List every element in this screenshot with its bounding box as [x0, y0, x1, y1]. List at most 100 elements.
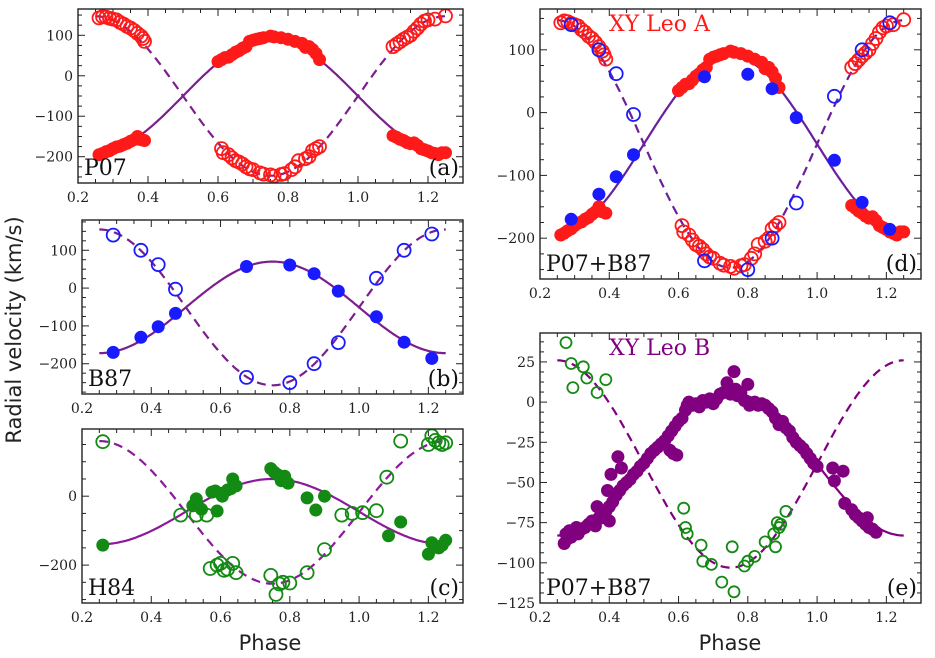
filled-point — [741, 67, 755, 81]
filled-point — [281, 476, 295, 490]
filled-point — [855, 195, 869, 209]
filled-point — [369, 310, 383, 324]
open-point — [282, 375, 298, 391]
open-point — [173, 507, 189, 523]
open-point — [275, 574, 291, 590]
open-point — [748, 550, 762, 563]
open-point — [277, 166, 292, 182]
open-point — [679, 521, 692, 534]
secondary-fit-curve — [99, 228, 446, 387]
x-tick-label: 0.4 — [137, 190, 159, 206]
open-point — [705, 558, 718, 571]
open-point — [344, 506, 360, 521]
open-point — [758, 535, 772, 549]
x-tick-label: 0.6 — [667, 286, 689, 302]
open-point — [608, 66, 624, 82]
star-label: XY Leo B — [609, 336, 710, 361]
open-point — [116, 16, 131, 32]
x-tick-label: 0.2 — [529, 286, 551, 302]
x-tick-label: 0.8 — [277, 190, 299, 206]
y-tick-label: 0 — [526, 106, 535, 122]
filled-point — [883, 222, 897, 236]
open-point — [228, 565, 244, 581]
open-point — [674, 218, 690, 234]
x-tick-label: 0.4 — [140, 610, 162, 626]
primary-fit-curve — [99, 260, 446, 355]
y-tick-label: −200 — [35, 150, 73, 166]
open-point — [680, 527, 694, 541]
filled-point — [789, 111, 803, 125]
open-point — [284, 162, 299, 178]
x-axis-title-right: Phase — [699, 631, 762, 655]
x-tick-label: 1.2 — [417, 190, 439, 206]
open-point — [769, 540, 782, 554]
open-point — [844, 60, 860, 75]
x-tick-label: 0.4 — [598, 610, 620, 626]
filled-point — [106, 345, 120, 359]
y-tick-label: 0 — [526, 395, 535, 411]
open-point — [566, 381, 580, 395]
open-point — [150, 257, 166, 273]
y-tick-label: 100 — [46, 28, 73, 44]
x-tick-label: 1.2 — [875, 610, 897, 626]
open-point — [168, 281, 183, 297]
axes-frame — [81, 219, 464, 395]
x-tick-label: 1.2 — [875, 286, 897, 302]
y-tick-label: −125 — [497, 596, 535, 612]
x-tick-label: 0.6 — [207, 190, 229, 206]
axes-frame — [77, 8, 464, 184]
open-point — [764, 230, 780, 246]
open-point — [854, 42, 870, 58]
panel-a: 0.2 0.4 0.6 0.8 1.0 1.2 100 0 −100 −200 P07 (a) — [35, 8, 464, 206]
open-point — [750, 237, 766, 252]
fit-curves — [99, 228, 446, 387]
panel-b: 0.2 0.4 0.6 0.8 1.0 1.2 100 0 −100 −200 B87 (b) — [39, 219, 464, 417]
dataset-label: P07+B87 — [546, 252, 651, 277]
ticks — [81, 429, 464, 603]
open-point — [396, 242, 412, 258]
open-point — [788, 195, 804, 211]
filled-point — [300, 491, 314, 505]
star-label: XY Leo A — [609, 12, 711, 37]
x-tick-label: 1.0 — [806, 286, 828, 302]
filled-point — [592, 187, 606, 201]
filled-point — [826, 461, 840, 475]
x-tick-label: 0.2 — [67, 190, 89, 206]
panel-letter: (a) — [429, 156, 459, 181]
x-tick-label: 1.2 — [417, 610, 439, 626]
y-tick-label: −100 — [497, 556, 535, 572]
filled-point — [627, 148, 640, 162]
x-tick-label: 0.2 — [529, 610, 551, 626]
x-tick-label: 0.6 — [209, 610, 231, 626]
filled-point — [229, 479, 243, 493]
x-tick-label: 0.6 — [667, 610, 689, 626]
open-point — [858, 45, 873, 61]
open-point — [726, 260, 742, 276]
open-point — [379, 469, 395, 485]
axes-frame — [539, 332, 922, 604]
open-point — [563, 17, 579, 33]
open-point — [771, 215, 787, 230]
secondary-fit-curve — [557, 359, 904, 569]
open-point — [282, 575, 298, 591]
open-point — [137, 34, 152, 49]
filled-point — [195, 502, 208, 516]
dataset-label: B87 — [88, 367, 132, 392]
open-point — [368, 270, 384, 286]
y-tick-label: −200 — [39, 357, 77, 373]
open-point — [896, 12, 912, 28]
open-point — [768, 218, 783, 234]
x-tick-label: 1.2 — [417, 401, 439, 417]
open-point — [105, 227, 121, 243]
data-points — [91, 9, 453, 183]
filled-point — [836, 464, 850, 478]
filled-point — [318, 489, 331, 503]
x-tick-label: 1.0 — [806, 610, 828, 626]
filled-point — [897, 225, 911, 239]
x-tick-label: 0.2 — [71, 401, 93, 417]
x-tick-label: 0.8 — [737, 286, 759, 302]
filled-point — [240, 260, 253, 273]
filled-point — [599, 206, 613, 220]
open-point — [225, 556, 241, 571]
